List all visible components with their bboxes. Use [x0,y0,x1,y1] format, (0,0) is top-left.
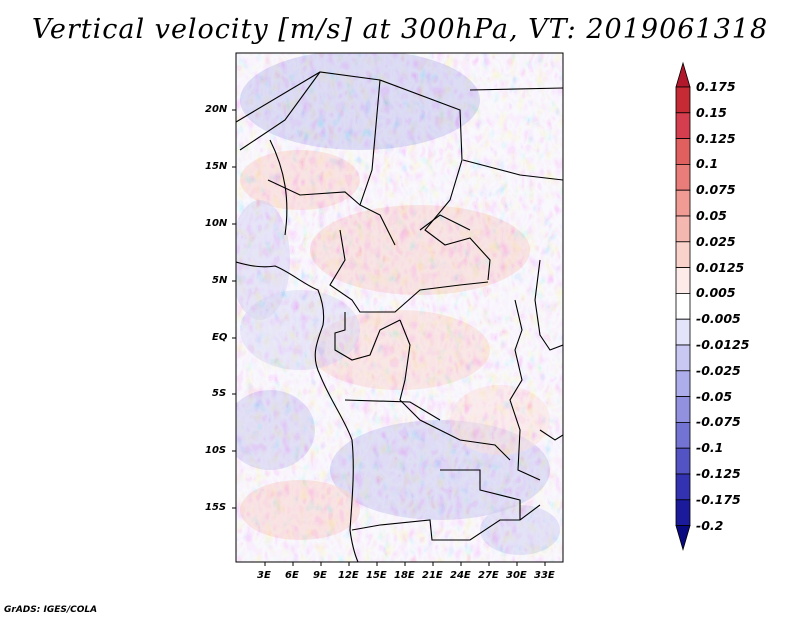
colorbar-band [675,215,691,243]
colorbar-label: -0.1 [696,440,724,456]
colorbar-band [675,318,691,346]
x-tick-label: 24E [450,570,471,581]
colorbar-label: 0.005 [696,285,736,301]
y-tick-label: EQ [212,332,228,343]
colorbar-label: -0.125 [696,466,741,481]
country-borders [236,71,563,562]
colorbar-band [675,370,691,397]
colorbar-band [675,447,691,475]
colorbar-band [675,86,691,114]
map-frame [235,52,564,563]
y-tick-label: 5N [212,275,228,286]
colorbar-label: 0.025 [696,233,736,249]
y-tick-label: 5S [212,388,227,399]
colorbar-band [675,499,691,526]
x-tick-label: 6E [285,570,299,581]
x-tick-label: 33E [534,570,555,581]
colorbar-band [675,138,691,165]
colorbar-label: -0.0125 [696,337,750,352]
x-tick-label: 21E [422,570,443,581]
axis-ticks [232,109,546,566]
colorbar-label: -0.025 [696,362,741,378]
colorbar-band [675,344,691,372]
colorbar-band [675,292,691,320]
colorbar-label: 0.075 [696,182,736,198]
chart-title: Vertical velocity [m/s] at 300hPa, VT: 2… [31,14,769,45]
colorbar-label: 0.175 [696,79,736,94]
colorbar-band [675,473,691,501]
x-tick-label: 30E [506,570,527,581]
y-tick-label: 20N [205,104,228,115]
colorbar-label: -0.075 [696,414,741,430]
y-tick-label: 15N [205,161,228,172]
colorbar-top-arrow [675,61,691,88]
colorbar-band [675,241,691,269]
colorbar-band [675,421,691,449]
x-tick-label: 27E [478,570,499,581]
grads-credit: GrADS: IGES/COLA [4,605,98,615]
x-tick-label: 18E [394,570,415,581]
colorbar-label: -0.2 [696,517,724,533]
colorbar-label: 0.125 [696,130,736,146]
x-tick-label: 3E [257,570,271,581]
colorbar-band [675,112,691,140]
colorbar-band [675,396,691,423]
x-tick-label: 12E [338,570,359,581]
colorbar-label: 0.1 [696,156,719,172]
colorbar-label: 0.0125 [696,259,745,275]
colorbar-band [675,189,691,217]
colorbar-label: -0.175 [696,491,741,507]
y-tick-label: 10S [205,445,227,456]
x-tick-label: 9E [313,570,327,581]
colorbar-band [675,163,691,191]
colorbar-label: -0.005 [696,311,741,327]
y-tick-label: 15S [205,502,227,513]
colorbar-bottom-arrow [675,525,691,552]
colorbar [675,61,691,552]
y-tick-label: 10N [205,218,228,229]
colorbar-label: 0.15 [696,104,727,120]
colorbar-label: -0.05 [696,388,733,404]
x-tick-label: 15E [366,570,387,581]
colorbar-label: 0.05 [696,208,727,223]
colorbar-band [675,267,691,294]
